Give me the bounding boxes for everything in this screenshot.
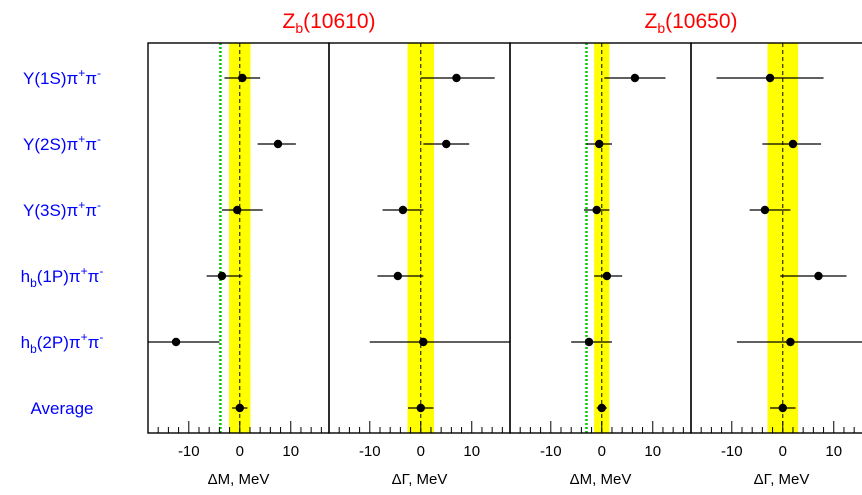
- bands-layer: [229, 43, 799, 433]
- data-point: [416, 403, 425, 413]
- uncertainty-band: [229, 43, 251, 433]
- data-point: [630, 73, 640, 83]
- data-point: [217, 271, 227, 281]
- data-point: [238, 73, 247, 83]
- tick-label: 10: [825, 443, 842, 460]
- data-point: [788, 139, 798, 149]
- tick-label: 0: [598, 443, 606, 460]
- tick-label: 0: [417, 443, 425, 460]
- data-point: [814, 271, 823, 281]
- data-point: [602, 271, 612, 281]
- x-axis-label: ΔM, MeV: [208, 471, 270, 488]
- data-point: [393, 271, 403, 281]
- data-point: [419, 337, 428, 347]
- data-point: [592, 205, 601, 215]
- row-label: hb(2P)π+π-: [21, 330, 104, 356]
- data-point: [597, 403, 606, 413]
- data-point: [398, 205, 408, 215]
- points-layer: [148, 73, 862, 413]
- tick-label: -10: [178, 443, 200, 460]
- row-label: hb(1P)π+π-: [21, 264, 104, 290]
- tick-label: 10: [463, 443, 480, 460]
- data-point: [171, 337, 181, 347]
- row-label: Υ(3S)π+π-: [23, 198, 101, 220]
- data-point: [778, 403, 787, 413]
- group-title: Zb(10650): [644, 10, 737, 36]
- x-axis-label: ΔΓ, MeV: [754, 471, 810, 488]
- row-label: Υ(1S)π+π-: [23, 66, 101, 88]
- reference-lines-layer: [219, 43, 784, 433]
- data-point: [273, 139, 283, 149]
- tick-label: -10: [359, 443, 381, 460]
- x-axis-label: ΔΓ, MeV: [392, 471, 448, 488]
- data-point: [760, 205, 770, 215]
- tick-label: -10: [721, 443, 743, 460]
- data-point: [233, 205, 242, 215]
- group-title: Zb(10610): [282, 10, 375, 36]
- frames-layer: [147, 42, 862, 434]
- data-point: [442, 139, 451, 149]
- data-point: [452, 73, 461, 83]
- x-axis-label: ΔM, MeV: [570, 471, 632, 488]
- tick-label: 0: [236, 443, 244, 460]
- data-point: [786, 337, 795, 347]
- tick-label: 0: [779, 443, 787, 460]
- tick-label: 10: [282, 443, 299, 460]
- tick-label: 10: [644, 443, 661, 460]
- data-point: [765, 73, 775, 83]
- data-point: [584, 337, 594, 347]
- data-point: [595, 139, 604, 149]
- data-point: [235, 403, 244, 413]
- row-label: Average: [30, 399, 93, 418]
- tick-label: -10: [540, 443, 562, 460]
- row-label: Υ(2S)π+π-: [23, 132, 101, 154]
- panel-frame: [690, 42, 862, 434]
